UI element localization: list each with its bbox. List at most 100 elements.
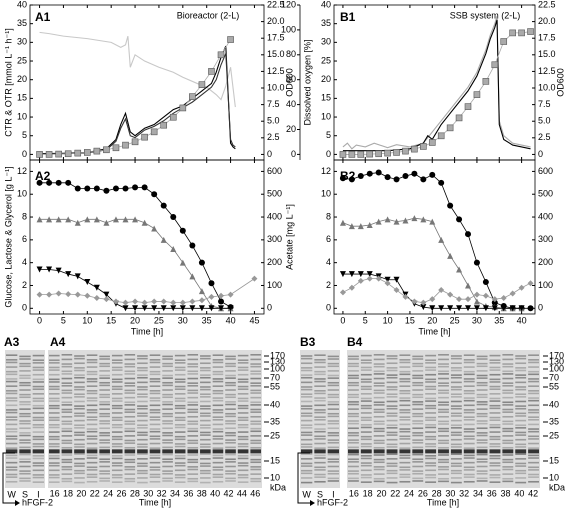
gel-band	[438, 373, 449, 375]
marker	[122, 305, 129, 312]
gel-band	[360, 381, 372, 383]
gel-band	[438, 480, 449, 483]
gel-band	[162, 408, 173, 410]
gel-band	[111, 412, 123, 414]
gel-band	[528, 430, 539, 433]
gel-band	[237, 378, 249, 381]
gel-band	[314, 373, 326, 376]
gel-band	[425, 457, 437, 460]
gel-band	[174, 445, 186, 448]
y2-tick-label: 15.0	[267, 49, 285, 59]
gel-band	[174, 435, 186, 438]
gel-band	[327, 472, 339, 475]
gel-band	[124, 370, 136, 373]
gel-band	[327, 422, 339, 425]
y-axis-label: CTR & OTR [mmol L⁻¹ h⁻¹]	[3, 28, 13, 137]
gel-band	[74, 481, 85, 484]
gel-band	[49, 426, 60, 429]
gel-band	[327, 439, 339, 441]
gel-band	[476, 355, 488, 358]
gel-band	[212, 378, 224, 380]
gel-band	[348, 408, 359, 410]
y-tick-label: 0	[22, 303, 27, 313]
gel-band	[301, 367, 313, 369]
gel-band	[124, 446, 136, 449]
gel-band	[250, 382, 261, 384]
gel-band	[476, 427, 488, 430]
marker	[141, 133, 148, 141]
marker-label: 170	[270, 350, 285, 360]
marker	[46, 216, 53, 223]
gel-band	[412, 453, 424, 456]
gel-band	[314, 378, 326, 380]
x-axis-label: Time [h]	[418, 326, 450, 336]
gel-band	[225, 408, 236, 410]
y-tick-label: 40	[17, 0, 27, 9]
x-tick-label: 0	[37, 315, 42, 325]
gel-band	[162, 432, 173, 434]
gel-band	[386, 393, 398, 396]
gel-band	[301, 386, 313, 388]
gel-band	[450, 462, 462, 465]
gel-band	[19, 432, 31, 434]
gel-band	[174, 416, 186, 419]
gel-band	[438, 377, 449, 380]
gel-band	[174, 397, 186, 400]
marker	[411, 145, 418, 153]
gel-band	[124, 449, 136, 454]
gel-band	[162, 412, 173, 415]
gel-band	[111, 366, 123, 369]
gel-band	[32, 445, 44, 448]
gel-band	[212, 466, 224, 469]
gel-band	[348, 461, 359, 463]
gel-band	[49, 407, 60, 410]
gel-band	[74, 393, 85, 396]
marker	[36, 291, 43, 298]
marker	[456, 305, 463, 312]
x-axis-label: Time [h]	[427, 497, 459, 507]
gel-band	[373, 420, 385, 423]
gel-band	[86, 361, 98, 364]
marker	[179, 305, 186, 312]
gel-band	[6, 392, 18, 395]
gel-band	[412, 408, 424, 410]
gel-band	[412, 434, 424, 437]
gel-band	[463, 449, 475, 454]
gel-band	[327, 396, 339, 399]
marker	[473, 291, 480, 298]
gel-band	[489, 476, 501, 479]
marker	[198, 81, 206, 88]
gel-band	[528, 461, 539, 464]
y-tick-label: 20	[17, 74, 27, 84]
gel-band	[360, 431, 372, 433]
marker	[189, 305, 196, 312]
panel-label: A3	[4, 335, 20, 349]
gel-band	[360, 449, 372, 454]
marker	[217, 51, 225, 59]
x-tick-label: 20	[130, 315, 140, 325]
lane-label: 18	[63, 488, 73, 498]
gel-band	[99, 377, 110, 379]
gel-band	[327, 408, 339, 410]
gel-band	[250, 427, 261, 430]
gel-band	[19, 358, 31, 360]
gel-band	[162, 480, 173, 482]
gel-band	[200, 412, 211, 415]
marker	[446, 124, 454, 132]
gel-band	[162, 374, 173, 377]
gel-band	[137, 369, 148, 372]
gel-band	[399, 409, 411, 411]
gel-band	[137, 431, 148, 434]
gel-band	[476, 446, 488, 449]
gel-band	[515, 424, 527, 427]
gel-band	[348, 370, 359, 372]
gel-band	[187, 430, 199, 433]
gel-band	[476, 403, 488, 406]
gel-band	[301, 396, 313, 398]
gel-band	[528, 390, 539, 392]
gel-band	[386, 374, 398, 376]
gel-band	[399, 397, 411, 399]
gel-band	[450, 465, 462, 467]
gel-band	[49, 457, 60, 460]
gel-band	[373, 389, 385, 392]
